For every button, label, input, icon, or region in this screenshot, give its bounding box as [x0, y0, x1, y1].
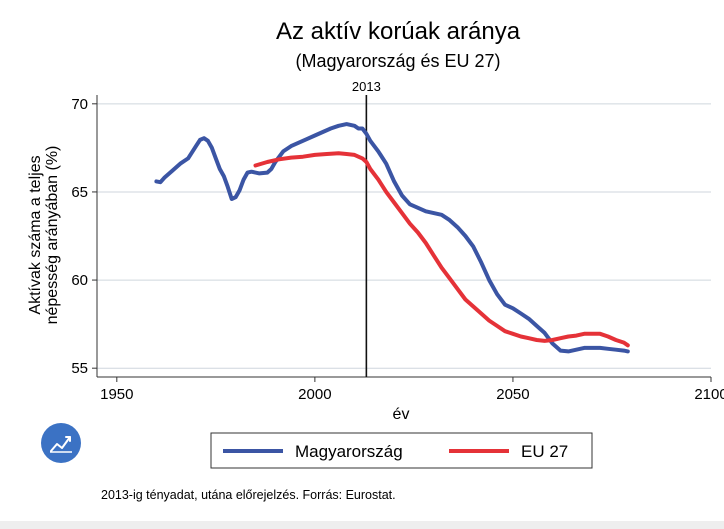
series-line-magyarorszag — [154, 122, 630, 354]
x-axis-label: év — [393, 406, 410, 423]
y-axis-label-line-2: népesség arányában (%) — [44, 146, 61, 325]
x-tick-label-2100: 2100 — [694, 386, 724, 403]
line-chart-icon — [41, 423, 81, 463]
bottom-bar — [0, 521, 724, 529]
chart-title: Az aktív korúak aránya — [276, 18, 521, 45]
x-tick-label-2000: 2000 — [298, 386, 331, 403]
legend-label-eu27: EU 27 — [521, 442, 568, 461]
y-tick-label-60: 60 — [71, 272, 88, 289]
y-axis-ticks: 55 60 65 70 — [71, 96, 97, 377]
chart-subtitle: (Magyarország és EU 27) — [295, 51, 500, 71]
y-axis-label-group: Aktívak száma a teljes népesség arányába… — [27, 146, 61, 325]
y-tick-label-65: 65 — [71, 184, 88, 201]
x-tick-label-1950: 1950 — [100, 386, 133, 403]
source-note: 2013-ig tényadat, utána előrejelzés. For… — [101, 488, 396, 502]
y-axis-label-line-1: Aktívak száma a teljes — [27, 155, 44, 314]
gridlines — [97, 103, 711, 369]
legend-label-magyarorszag: Magyarország — [295, 442, 403, 461]
series-line-eu27 — [253, 151, 630, 348]
y-tick-label-55: 55 — [71, 360, 88, 377]
series-layer — [154, 122, 630, 354]
legend: Magyarország EU 27 — [210, 432, 593, 469]
y-tick-label-70: 70 — [71, 96, 88, 113]
x-axis-ticks: 1950 2000 2050 2100 — [100, 377, 724, 403]
x-tick-label-2050: 2050 — [496, 386, 529, 403]
reference-line-label: 2013 — [352, 79, 381, 94]
